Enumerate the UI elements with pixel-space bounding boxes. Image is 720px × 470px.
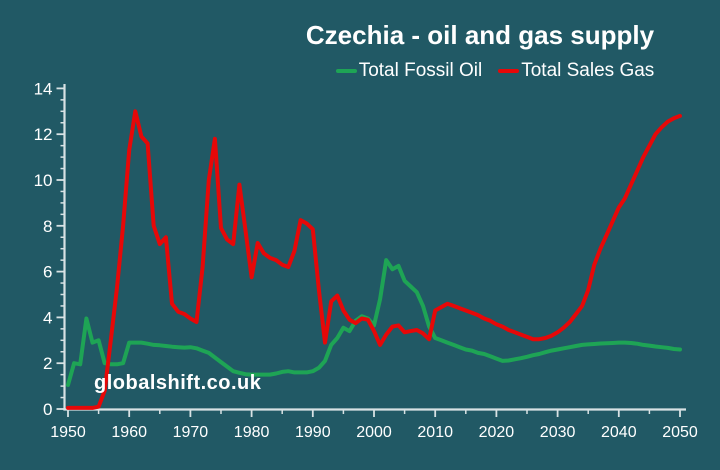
x-tick-label-1950: 1950 bbox=[50, 424, 86, 441]
legend-item-total-sales-gas: Total Sales Gas bbox=[498, 60, 654, 82]
chart-title: Czechia - oil and gas supply bbox=[305, 20, 655, 50]
oil-line-swatch-icon bbox=[335, 69, 357, 73]
y-tick-label-10: 10 bbox=[34, 171, 53, 190]
x-tick-label-2040: 2040 bbox=[601, 424, 637, 441]
x-tick-label-1970: 1970 bbox=[173, 424, 209, 441]
series-line-total-fossil-oil bbox=[66, 258, 682, 387]
x-tick-label-1980: 1980 bbox=[234, 424, 270, 441]
x-tick-label-2030: 2030 bbox=[540, 424, 576, 441]
gas-line-swatch-icon bbox=[498, 69, 520, 73]
series-line-total-sales-gas bbox=[66, 109, 682, 410]
y-tick-label-6: 6 bbox=[43, 263, 52, 282]
x-tick-label-1990: 1990 bbox=[295, 424, 331, 441]
chart-legend: Total Fossil Oil Total Sales Gas bbox=[300, 60, 690, 82]
x-tick-label-1960: 1960 bbox=[111, 424, 147, 441]
y-tick-label-2: 2 bbox=[43, 354, 52, 373]
x-tick-label-2050: 2050 bbox=[662, 424, 698, 441]
legend-item-total-fossil-oil: Total Fossil Oil bbox=[335, 60, 483, 82]
legend-label-total-sales-gas: Total Sales Gas bbox=[521, 60, 655, 81]
x-tick-label-2000: 2000 bbox=[356, 424, 392, 441]
x-tick-label-2010: 2010 bbox=[417, 424, 453, 441]
y-tick-label-14: 14 bbox=[34, 79, 53, 98]
y-tick-label-8: 8 bbox=[43, 217, 52, 236]
y-tick-label-12: 12 bbox=[34, 125, 53, 144]
y-tick-label-0: 0 bbox=[43, 400, 52, 419]
legend-label-total-fossil-oil: Total Fossil Oil bbox=[358, 60, 483, 81]
x-tick-label-2020: 2020 bbox=[479, 424, 515, 441]
y-tick-label-4: 4 bbox=[43, 308, 52, 327]
watermark: globalshift.co.uk bbox=[94, 372, 262, 394]
